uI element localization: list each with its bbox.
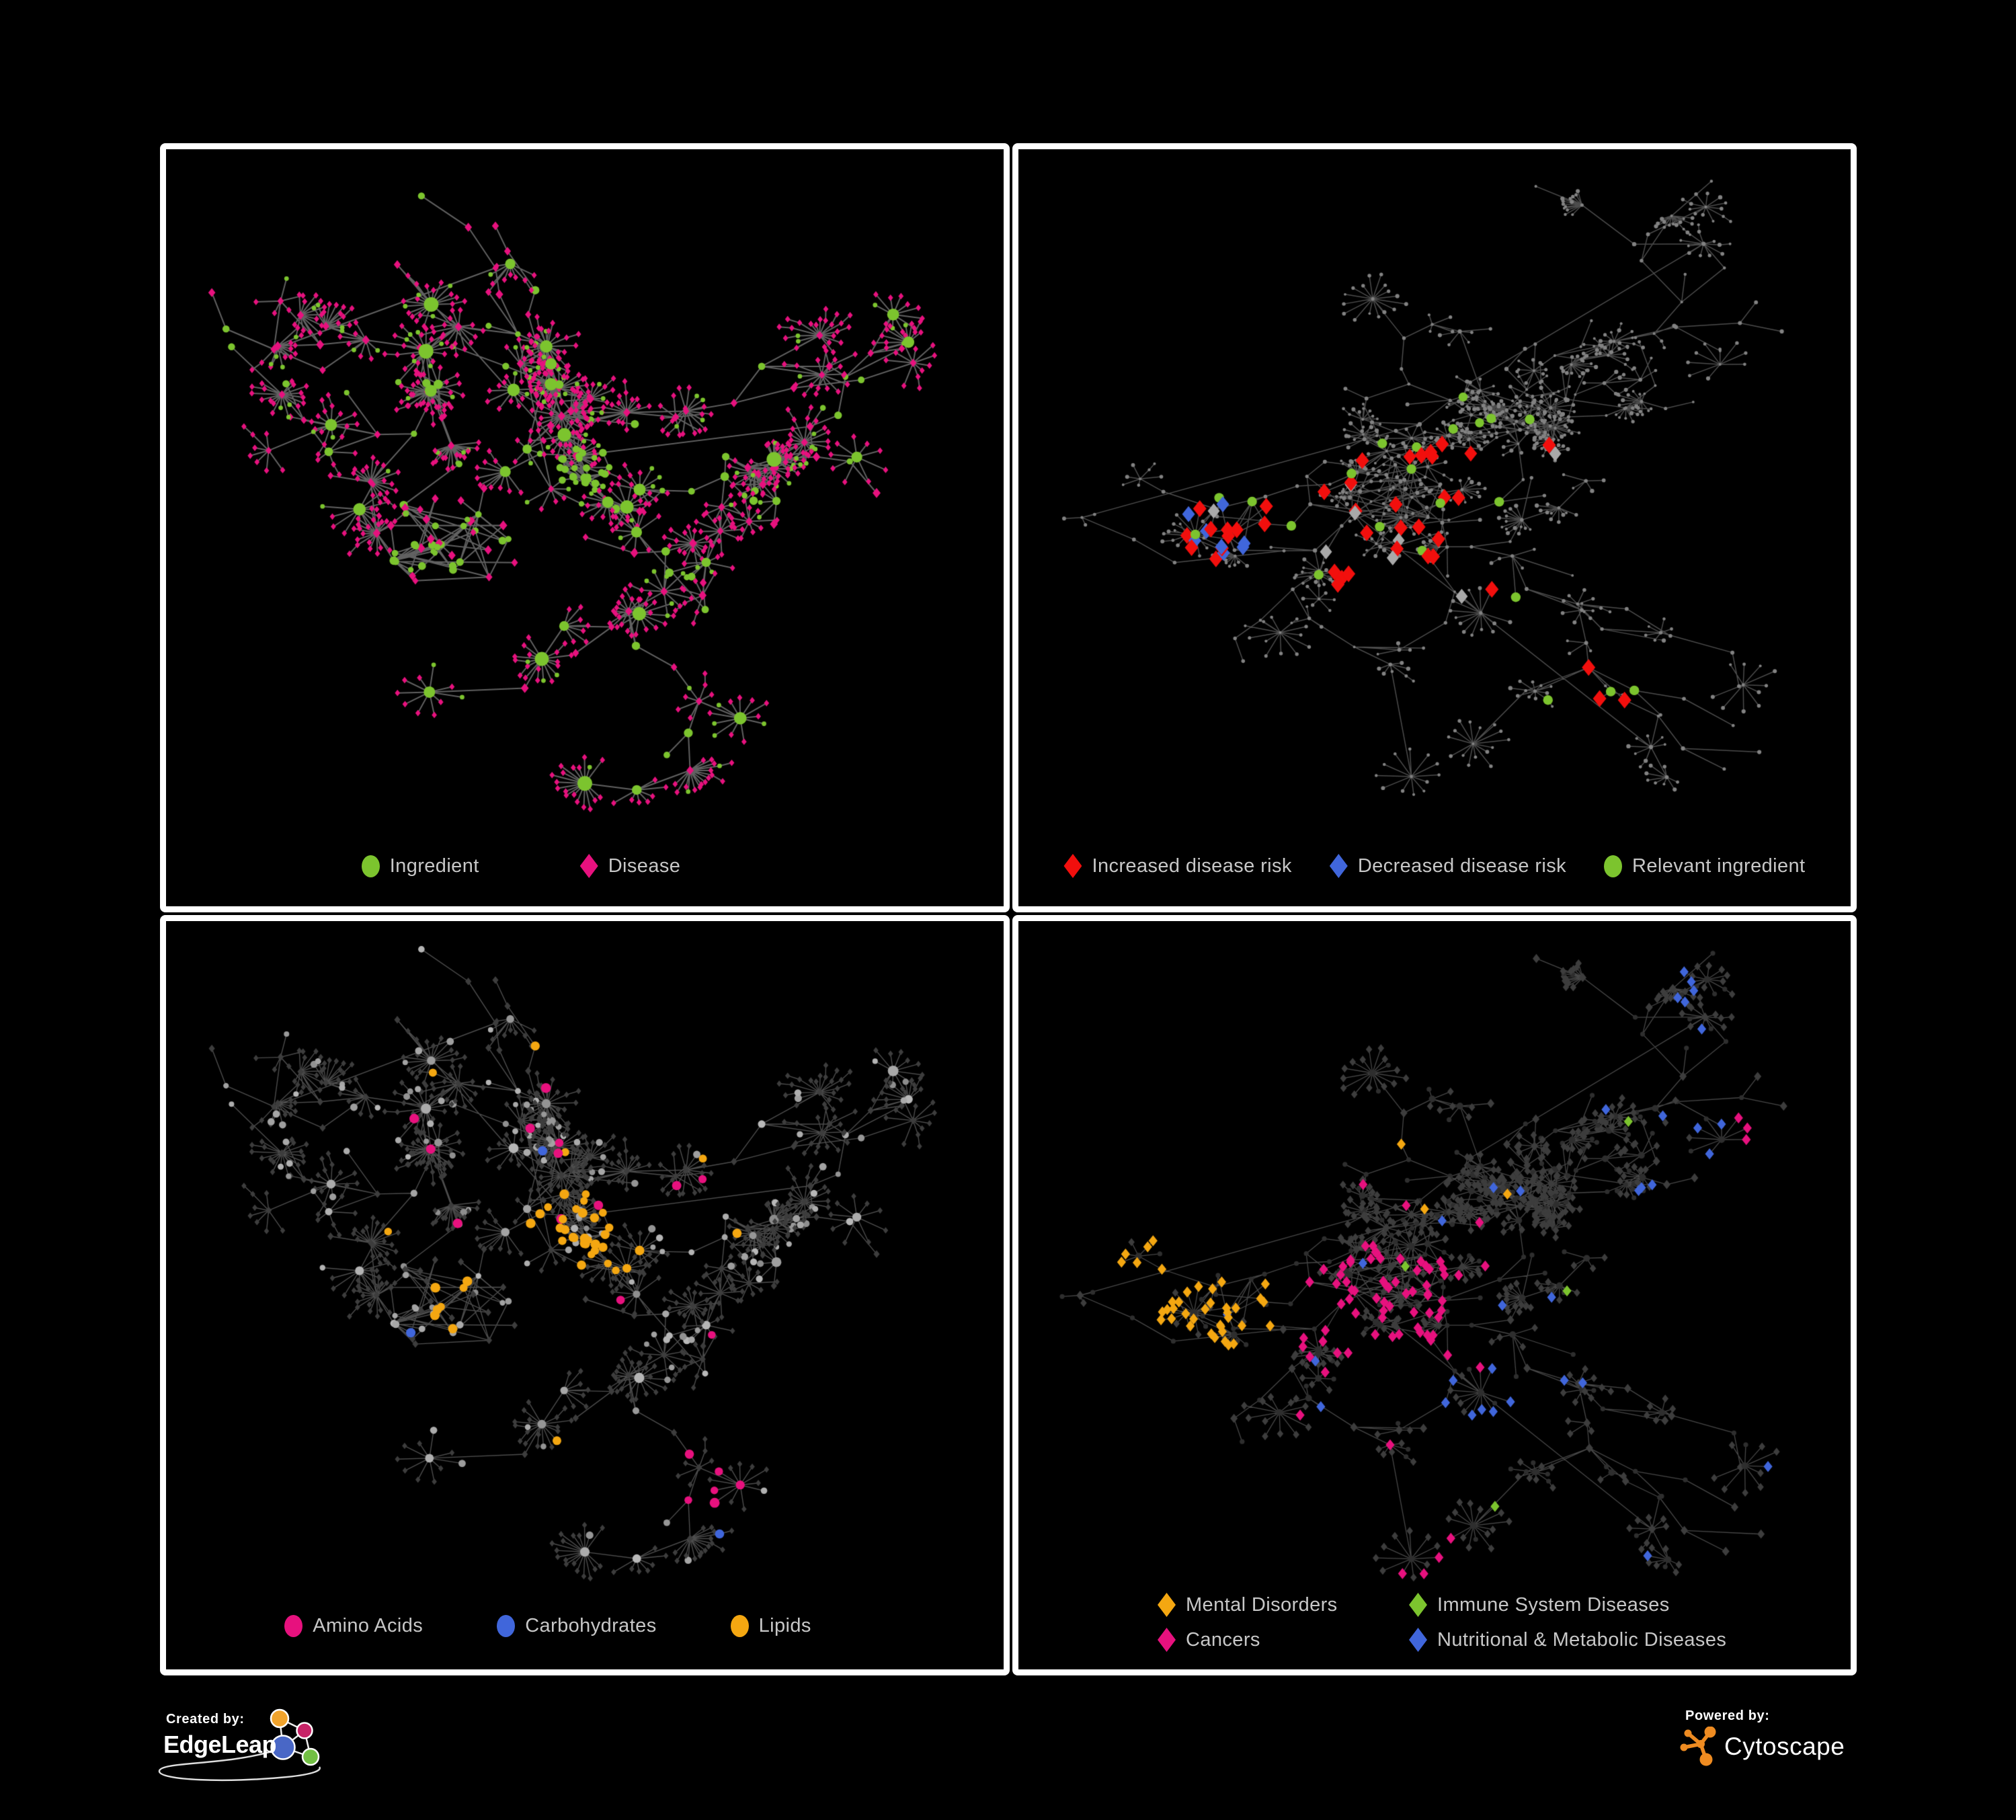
legend-item-ingredient: Ingredient: [361, 855, 479, 877]
edgeleap-node-orange-icon: [270, 1708, 290, 1729]
edgeleap-node-green-icon: [301, 1747, 320, 1766]
legend-label-lipids: Lipids: [758, 1615, 811, 1636]
mental-disorders-diamond-icon: [1158, 1593, 1176, 1617]
edgeleap-branding: Created by: EdgeLeap: [151, 1700, 541, 1814]
legend-label-disease: Disease: [608, 855, 681, 877]
network-canvas-disease-categories: [1018, 921, 1851, 1669]
legend-ingredient-disease: Ingredient Disease: [166, 854, 940, 878]
legend-item-immune-diseases: Immune System Diseases: [1409, 1593, 1670, 1617]
legend-item-increased-risk: Increased disease risk: [1063, 854, 1291, 878]
amino-acids-circle-icon: [284, 1615, 303, 1637]
panel-ingredient-disease-network: Ingredient Disease: [160, 143, 1010, 912]
increased-risk-diamond-icon: [1063, 854, 1082, 878]
network-canvas-ingredient-disease: [166, 149, 1004, 906]
legend-item-amino-acids: Amino Acids: [284, 1615, 423, 1637]
panel-disease-category-network: Mental Disorders Immune System Diseases …: [1012, 915, 1857, 1675]
edgeleap-node-pink-icon: [296, 1722, 313, 1739]
legend-label-cancers: Cancers: [1186, 1628, 1260, 1651]
relevant-ingredient-circle-icon: [1604, 855, 1623, 877]
legend-label-carbohydrates: Carbohydrates: [525, 1615, 657, 1636]
legend-label-increased-risk: Increased disease risk: [1092, 855, 1292, 877]
cancers-diamond-icon: [1158, 1628, 1176, 1652]
legend-item-disease: Disease: [579, 854, 681, 878]
legend-label-amino-acids: Amino Acids: [313, 1615, 424, 1636]
created-by-label: Created by:: [166, 1712, 245, 1727]
network-canvas-disease-risk: [1018, 149, 1851, 906]
cytoscape-wordmark: Cytoscape: [1724, 1733, 1845, 1760]
legend-label-ingredient: Ingredient: [389, 855, 479, 877]
nutritional-metabolic-diamond-icon: [1409, 1628, 1427, 1652]
edgeleap-logo: [158, 1708, 321, 1782]
cytoscape-branding: Powered by: Cytoscape: [1679, 1705, 1880, 1792]
lipids-circle-icon: [730, 1615, 749, 1637]
legend-label-relevant-ingredient: Relevant ingredient: [1632, 855, 1806, 877]
ingredient-circle-icon: [361, 855, 380, 877]
decreased-risk-diamond-icon: [1329, 854, 1348, 878]
legend-label-nutritional-metabolic: Nutritional & Metabolic Diseases: [1437, 1628, 1727, 1651]
legend-label-mental-disorders: Mental Disorders: [1186, 1593, 1338, 1616]
powered-by-label: Powered by:: [1685, 1708, 1770, 1723]
legend-disease-categories: Mental Disorders Immune System Diseases …: [1018, 1593, 1851, 1652]
legend-disease-risk: Increased disease risk Decreased disease…: [1018, 854, 1851, 878]
legend-item-relevant-ingredient: Relevant ingredient: [1604, 855, 1805, 877]
legend-label-immune-diseases: Immune System Diseases: [1437, 1593, 1670, 1616]
edgeleap-swoosh: [158, 1749, 321, 1782]
immune-diseases-diamond-icon: [1409, 1593, 1427, 1617]
panel-macronutrient-network: Amino Acids Carbohydrates Lipids: [160, 915, 1010, 1675]
edgeleap-wordmark: EdgeLeap: [163, 1731, 277, 1758]
legend-macronutrients: Amino Acids Carbohydrates Lipids: [166, 1615, 967, 1637]
legend-item-mental-disorders: Mental Disorders: [1158, 1593, 1338, 1617]
legend-item-cancers: Cancers: [1158, 1628, 1260, 1652]
network-canvas-macronutrients: [166, 921, 1004, 1669]
carbohydrates-circle-icon: [497, 1615, 516, 1637]
legend-item-decreased-risk: Decreased disease risk: [1329, 854, 1567, 878]
panel-disease-risk-network: Increased disease risk Decreased disease…: [1012, 143, 1857, 912]
legend-item-lipids: Lipids: [730, 1615, 811, 1637]
legend-label-decreased-risk: Decreased disease risk: [1357, 855, 1567, 877]
edgeleap-node-blue-icon: [270, 1735, 296, 1760]
disease-diamond-icon: [579, 854, 598, 878]
cytoscape-icon-nodes: [1680, 1727, 1716, 1766]
legend-item-nutritional-metabolic: Nutritional & Metabolic Diseases: [1409, 1628, 1726, 1652]
cytoscape-logo-icon: [1680, 1727, 1716, 1766]
legend-item-carbohydrates: Carbohydrates: [497, 1615, 656, 1637]
